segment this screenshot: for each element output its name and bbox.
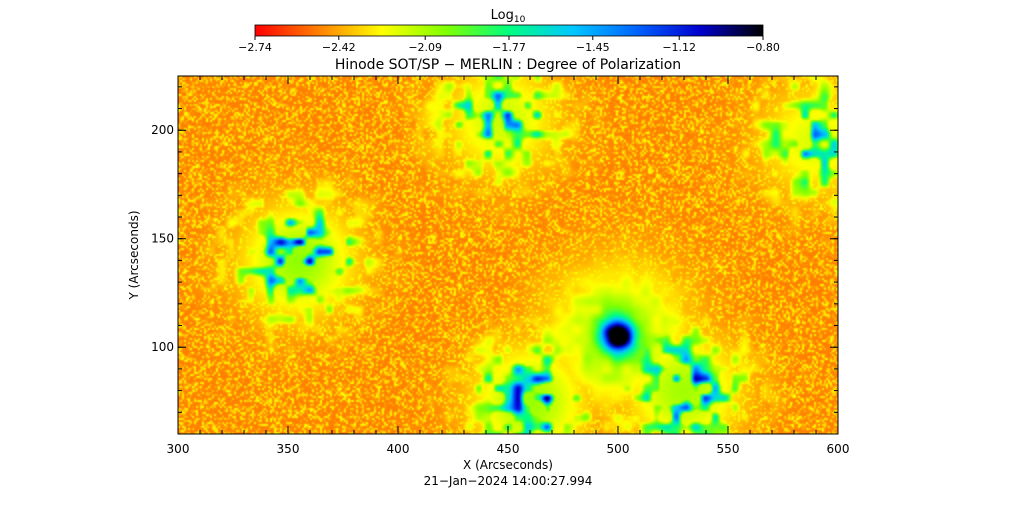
y-tick-label: 200 [151, 123, 174, 137]
x-tick-label: 350 [277, 442, 300, 456]
colorbar-tick-label: −1.45 [576, 41, 610, 54]
y-axis-label: Y (Arcseconds) [127, 210, 141, 300]
heatmap-image [178, 76, 838, 434]
colorbar-tick-label: −1.77 [492, 41, 526, 54]
colorbar-tick-label: −2.74 [238, 41, 272, 54]
y-tick-label: 150 [151, 232, 174, 246]
chart-title: Hinode SOT/SP − MERLIN : Degree of Polar… [335, 57, 681, 73]
colorbar-label: Log10 [491, 8, 526, 25]
x-tick-label: 600 [827, 442, 850, 456]
x-tick-label: 300 [167, 442, 190, 456]
colorbar-label-subscript: 10 [514, 15, 526, 25]
x-tick-label: 550 [717, 442, 740, 456]
colorbar-gradient [254, 24, 764, 37]
colorbar-tick-label: −1.12 [662, 41, 696, 54]
colorbar-tick-label: −2.42 [322, 41, 356, 54]
x-tick-label: 400 [387, 442, 410, 456]
x-axis-label: X (Arcseconds) [463, 458, 553, 472]
plot-area: 300 350 400 450 500 550 600 100 150 200 [151, 75, 850, 456]
colorbar-ticks: −2.74 −2.42 −2.09 −1.77 −1.45 −1.12 −0.80 [238, 36, 780, 54]
colorbar: Log10 −2.74 −2.42 −2.09 −1.77 −1.45 −1.12 −0.8… [238, 8, 780, 54]
x-axis: 300 350 400 450 500 550 600 [167, 76, 850, 456]
y-axis: 100 150 200 [151, 86, 838, 413]
x-tick-label: 500 [607, 442, 630, 456]
colorbar-tick-label: −0.80 [746, 41, 780, 54]
colorbar-tick-label: −2.09 [408, 41, 442, 54]
colorbar-label-base: Log [491, 8, 514, 23]
x-tick-label: 450 [497, 442, 520, 456]
y-tick-label: 100 [151, 340, 174, 354]
timestamp: 21−Jan−2024 14:00:27.994 [424, 474, 593, 488]
